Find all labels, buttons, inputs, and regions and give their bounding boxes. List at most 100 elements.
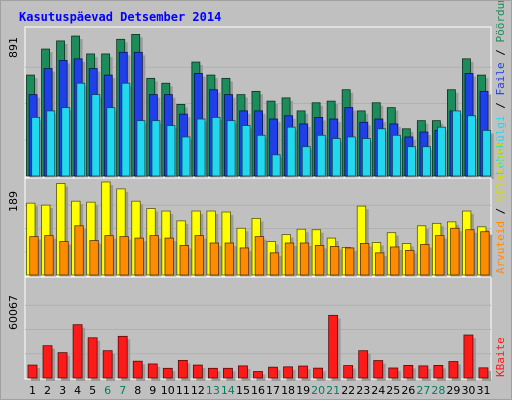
bar-traffic-Lehekülgi-day-24 (377, 128, 386, 177)
bar-kbytes-KBaite-day-4 (72, 324, 83, 379)
bar-sessions-Arvuteid-day-7 (119, 236, 129, 276)
bar-traffic-Lehekülgi-day-30 (467, 115, 477, 177)
bar-traffic-Lehekülgi-day-25 (392, 134, 401, 177)
bar-sessions-Arvuteid-day-28 (435, 235, 445, 276)
bar-kbytes-KBaite-day-26 (403, 365, 414, 379)
bar-kbytes-KBaite-day-29 (448, 361, 459, 379)
x-tick-7: 7 (119, 384, 126, 397)
bar-traffic-Lehekülgi-day-28 (437, 126, 446, 177)
bar-traffic-Lehekülgi-day-27 (422, 146, 431, 177)
bar-traffic-Lehekülgi-day-14 (226, 120, 236, 177)
bar-kbytes-KBaite-day-30 (463, 334, 474, 379)
bar-sessions-Arvuteid-day-29 (450, 227, 460, 276)
x-tick-19: 19 (296, 384, 310, 397)
bar-sessions-Arvuteid-day-14 (224, 242, 235, 276)
bar-traffic-Lehekülgi-day-23 (362, 138, 371, 177)
bar-sessions-Arvuteid-day-16 (254, 236, 265, 276)
bar-traffic-Lehekülgi-day-5 (91, 94, 101, 177)
x-tick-8: 8 (134, 384, 141, 397)
x-tick-17: 17 (266, 384, 280, 397)
bar-traffic-Lehekülgi-day-9 (151, 120, 161, 177)
bar-kbytes-KBaite-day-16 (253, 371, 263, 379)
bar-sessions-Arvuteid-day-9 (149, 235, 159, 276)
bar-sessions-Arvuteid-day-21 (329, 246, 340, 276)
bar-traffic-Lehekülgi-day-21 (331, 138, 341, 177)
bar-kbytes-KBaite-day-10 (162, 367, 173, 379)
side-legend-Faile: Faile (494, 62, 507, 95)
panel-kbytes (24, 276, 492, 380)
side-legend-Arvuteid: Arvuteid (494, 221, 507, 274)
bar-kbytes-KBaite-day-5 (87, 337, 98, 379)
bar-sessions-Arvuteid-day-25 (390, 246, 400, 276)
side-legend-Külastusi: Külastusi (494, 142, 507, 202)
bar-kbytes-KBaite-day-8 (132, 360, 143, 379)
bar-sessions-Arvuteid-day-27 (420, 244, 430, 276)
side-legend-separator: / (494, 96, 507, 116)
bar-kbytes-KBaite-day-3 (57, 352, 68, 379)
bar-sessions-Arvuteid-day-6 (104, 235, 114, 276)
side-legend-Lehekülgi: Lehekülgi (494, 115, 507, 175)
ymax-label-kbytes: 60067 (7, 295, 20, 330)
bar-kbytes-KBaite-day-28 (433, 365, 444, 379)
x-tick-6: 6 (104, 384, 111, 397)
x-tick-26: 26 (401, 384, 415, 397)
bar-kbytes-KBaite-day-19 (298, 365, 308, 379)
bar-traffic-Lehekülgi-day-10 (166, 125, 176, 177)
x-tick-2: 2 (44, 384, 51, 397)
x-tick-10: 10 (161, 384, 175, 397)
bar-kbytes-KBaite-day-27 (418, 365, 429, 379)
side-legend-traffic: Lehekülgi / Faile / Pöördumisi (494, 1, 507, 175)
bar-traffic-Lehekülgi-day-22 (346, 136, 356, 177)
bar-kbytes-KBaite-day-6 (102, 350, 113, 379)
bar-kbytes-KBaite-day-24 (373, 360, 384, 379)
bar-kbytes-KBaite-day-1 (27, 364, 38, 379)
bar-sessions-Arvuteid-day-12 (194, 235, 204, 276)
bar-sessions-Arvuteid-day-20 (314, 245, 325, 276)
x-tick-1: 1 (29, 384, 36, 397)
bar-kbytes-KBaite-day-21 (328, 314, 339, 379)
x-tick-14: 14 (221, 384, 235, 397)
x-tick-30: 30 (461, 384, 475, 397)
bar-traffic-Lehekülgi-day-1 (31, 117, 41, 177)
bar-traffic-Lehekülgi-day-11 (181, 136, 191, 177)
ymax-label-sessions: 189 (7, 191, 20, 212)
bar-traffic-Lehekülgi-day-4 (76, 82, 86, 177)
bar-traffic-Lehekülgi-day-2 (46, 110, 56, 177)
bar-traffic-Lehekülgi-day-26 (407, 146, 416, 177)
bar-sessions-Arvuteid-day-11 (179, 245, 189, 276)
side-legend-sessions: Arvuteid / Külastusi (494, 142, 507, 274)
bar-sessions-Arvuteid-day-31 (480, 231, 490, 276)
bar-traffic-Lehekülgi-day-13 (211, 117, 221, 177)
bar-sessions-Arvuteid-day-26 (405, 249, 415, 276)
bar-kbytes-KBaite-day-13 (207, 367, 218, 379)
bar-sessions-Arvuteid-day-1 (29, 236, 39, 276)
side-legend-KBaite: KBaite (494, 337, 507, 377)
bar-traffic-Lehekülgi-day-19 (301, 146, 311, 177)
x-tick-23: 23 (356, 384, 370, 397)
bar-kbytes-KBaite-day-2 (42, 345, 53, 379)
bar-sessions-Arvuteid-day-13 (209, 242, 219, 276)
bar-sessions-Arvuteid-day-8 (134, 237, 144, 276)
x-tick-27: 27 (416, 384, 430, 397)
x-tick-31: 31 (476, 384, 490, 397)
bar-traffic-Lehekülgi-day-17 (271, 154, 281, 177)
x-tick-11: 11 (176, 384, 190, 397)
x-tick-20: 20 (311, 384, 325, 397)
bar-kbytes-KBaite-day-18 (283, 366, 293, 379)
x-tick-9: 9 (149, 384, 156, 397)
x-tick-25: 25 (386, 384, 400, 397)
bar-sessions-Arvuteid-day-19 (299, 242, 310, 276)
bar-traffic-Lehekülgi-day-31 (482, 130, 492, 177)
bar-traffic-Lehekülgi-day-12 (196, 118, 206, 177)
bar-traffic-Lehekülgi-day-29 (452, 110, 462, 177)
bar-sessions-Arvuteid-day-18 (284, 242, 295, 276)
bar-kbytes-KBaite-day-22 (343, 365, 354, 379)
side-legend-Pöördumisi: Pöördumisi (494, 1, 507, 43)
bar-sessions-Arvuteid-day-3 (59, 241, 69, 276)
x-tick-12: 12 (191, 384, 205, 397)
x-tick-3: 3 (59, 384, 66, 397)
bar-kbytes-KBaite-day-9 (147, 363, 158, 379)
x-tick-29: 29 (446, 384, 460, 397)
bar-traffic-Lehekülgi-day-8 (136, 120, 146, 177)
bar-sessions-Arvuteid-day-5 (89, 240, 99, 276)
